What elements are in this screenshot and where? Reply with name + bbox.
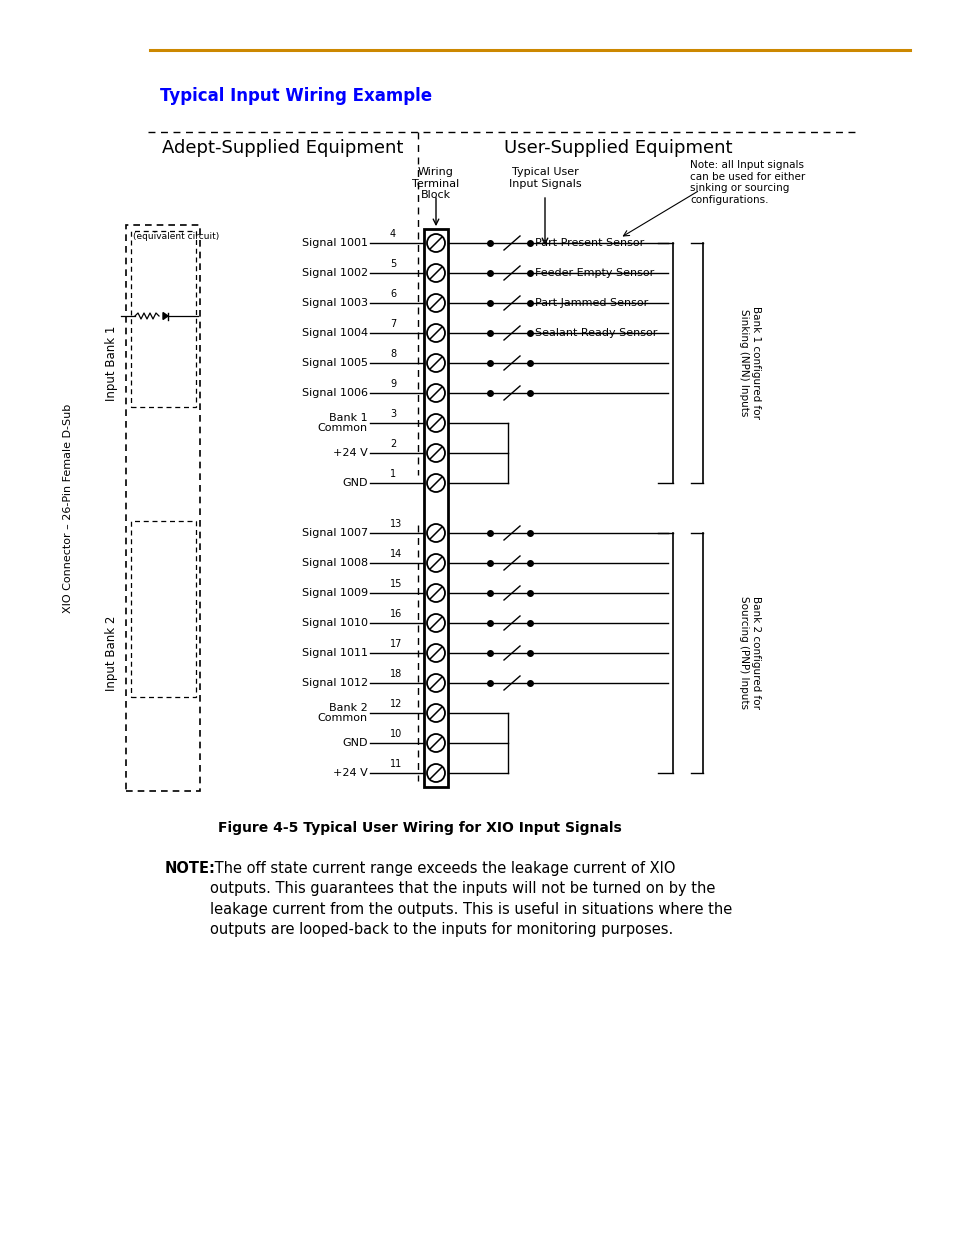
Text: 16: 16 [390,609,402,619]
Circle shape [427,384,444,403]
Circle shape [427,643,444,662]
Bar [126,225,200,790]
Text: 3: 3 [390,409,395,419]
Text: 11: 11 [390,760,402,769]
Text: 7: 7 [390,319,395,329]
Text: Part Present Sensor: Part Present Sensor [535,238,643,248]
Circle shape [427,414,444,432]
Text: The off state current range exceeds the leakage current of XIO
outputs. This gua: The off state current range exceeds the … [210,861,732,937]
Text: Signal 1001: Signal 1001 [302,238,368,248]
Text: Signal 1004: Signal 1004 [301,329,368,338]
Text: Signal 1005: Signal 1005 [302,358,368,368]
Text: Bank 2
Common: Bank 2 Common [317,703,368,724]
Text: Input Bank 2: Input Bank 2 [106,615,118,690]
Text: Feeder Empty Sensor: Feeder Empty Sensor [535,268,654,278]
Text: 8: 8 [390,350,395,359]
Circle shape [427,704,444,722]
Text: +24 V: +24 V [333,768,368,778]
Text: Signal 1003: Signal 1003 [302,298,368,308]
Text: 10: 10 [390,729,402,739]
Text: Typical User
Input Signals: Typical User Input Signals [508,167,580,189]
Text: User-Supplied Equipment: User-Supplied Equipment [503,140,732,157]
Text: Signal 1008: Signal 1008 [301,558,368,568]
Circle shape [427,233,444,252]
Text: GND: GND [342,478,368,488]
Text: Bank 1
Common: Bank 1 Common [317,412,368,433]
Text: Signal 1006: Signal 1006 [302,388,368,398]
Text: Input Bank 1: Input Bank 1 [106,325,118,400]
Text: Signal 1011: Signal 1011 [302,648,368,658]
Text: 1: 1 [390,469,395,479]
Circle shape [427,474,444,492]
Circle shape [427,764,444,782]
Circle shape [427,555,444,572]
Text: Figure 4-5 Typical User Wiring for XIO Input Signals: Figure 4-5 Typical User Wiring for XIO I… [218,821,621,835]
Polygon shape [163,312,168,320]
Text: Signal 1010: Signal 1010 [302,618,368,629]
Text: 9: 9 [390,379,395,389]
Text: Signal 1009: Signal 1009 [301,588,368,598]
Text: Typical Input Wiring Example: Typical Input Wiring Example [160,86,432,105]
Text: Bank 2 configured for
Sourcing (PNP) Inputs: Bank 2 configured for Sourcing (PNP) Inp… [739,597,760,709]
Text: GND: GND [342,739,368,748]
Text: 14: 14 [390,550,402,559]
Circle shape [427,734,444,752]
Text: Adept-Supplied Equipment: Adept-Supplied Equipment [162,140,403,157]
Bar [423,228,448,787]
Text: Signal 1002: Signal 1002 [301,268,368,278]
Text: Part Jammed Sensor: Part Jammed Sensor [535,298,648,308]
Text: Signal 1012: Signal 1012 [301,678,368,688]
Circle shape [427,614,444,632]
Text: Wiring
Terminal
Block: Wiring Terminal Block [412,167,459,200]
Circle shape [427,294,444,312]
Bar [131,231,195,408]
Text: 12: 12 [390,699,402,709]
Text: (equivalent circuit): (equivalent circuit) [132,232,219,241]
Circle shape [427,324,444,342]
Text: 13: 13 [390,519,402,529]
Text: NOTE:: NOTE: [165,861,215,876]
Text: +24 V: +24 V [333,448,368,458]
Text: 6: 6 [390,289,395,299]
Text: 18: 18 [390,669,402,679]
Text: 4: 4 [390,228,395,240]
Text: Note: all Input signals
can be used for either
sinking or sourcing
configuration: Note: all Input signals can be used for … [689,161,804,205]
Bar [131,521,195,697]
Circle shape [427,584,444,601]
Text: 5: 5 [390,259,395,269]
Text: 17: 17 [390,638,402,650]
Circle shape [427,445,444,462]
Circle shape [427,674,444,692]
Text: Sealant Ready Sensor: Sealant Ready Sensor [535,329,657,338]
Text: XIO Connector – 26-Pin Female D-Sub: XIO Connector – 26-Pin Female D-Sub [63,404,73,613]
Circle shape [427,264,444,282]
Text: 15: 15 [390,579,402,589]
Text: Bank 1 configured for
Sinking (NPN) Inputs: Bank 1 configured for Sinking (NPN) Inpu… [739,306,760,420]
Circle shape [427,354,444,372]
Text: Signal 1007: Signal 1007 [301,529,368,538]
Text: 2: 2 [390,438,395,450]
Circle shape [427,524,444,542]
